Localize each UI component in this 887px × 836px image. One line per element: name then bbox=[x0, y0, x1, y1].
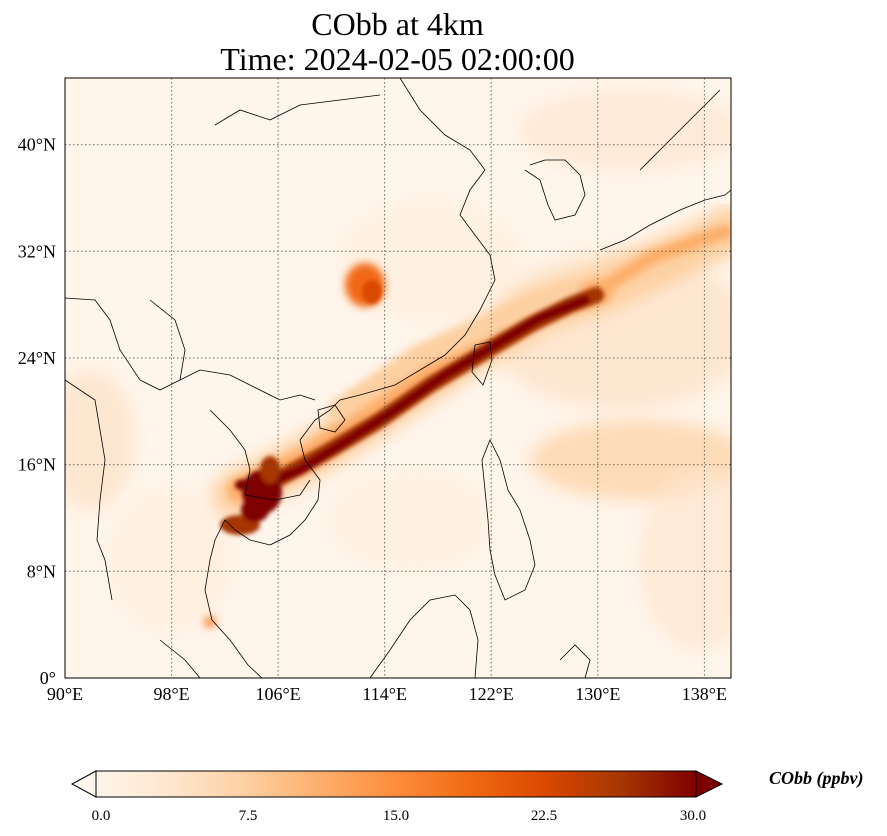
colorbar-tick-label: 7.5 bbox=[239, 808, 258, 824]
lat-tick-label: 40°N bbox=[18, 135, 56, 155]
lat-tick-label: 32°N bbox=[18, 241, 56, 261]
lon-tick-label: 98°E bbox=[153, 684, 189, 704]
colorbar-max-extension bbox=[695, 770, 724, 798]
lon-tick-label: 138°E bbox=[682, 684, 727, 704]
colorbar-tick-label: 30.0 bbox=[680, 808, 706, 824]
colorbar: 0.0 7.5 15.0 22.5 30.0 bbox=[70, 770, 724, 824]
colorbar-label: CObb (ppbv) bbox=[769, 768, 864, 788]
colorbar-tick-label: 22.5 bbox=[531, 808, 557, 824]
lat-tick-label: 16°N bbox=[18, 455, 56, 475]
colorbar-min-extension bbox=[70, 770, 97, 798]
lon-tick-label: 106°E bbox=[255, 684, 300, 704]
concentration-field bbox=[65, 78, 731, 678]
colorbar-gradient bbox=[96, 771, 696, 797]
map-title: CObb at 4km bbox=[311, 6, 484, 42]
latitude-axis: 0° 8°N 16°N 24°N 32°N 40°N bbox=[18, 135, 56, 688]
colorbar-tick-label: 15.0 bbox=[383, 808, 409, 824]
lon-tick-label: 130°E bbox=[575, 684, 620, 704]
map-time-label: Time: 2024-02-05 02:00:00 bbox=[220, 41, 575, 77]
longitude-axis: 90°E 98°E 106°E 114°E 122°E 130°E 138°E bbox=[47, 684, 727, 704]
map-frame bbox=[64, 77, 732, 679]
lon-tick-label: 114°E bbox=[362, 684, 407, 704]
lon-tick-label: 122°E bbox=[469, 684, 514, 704]
lat-tick-label: 0° bbox=[40, 668, 56, 688]
lat-tick-label: 24°N bbox=[18, 348, 56, 368]
colorbar-tick-label: 0.0 bbox=[92, 808, 111, 824]
gridlines bbox=[65, 78, 731, 678]
coastlines bbox=[65, 78, 731, 678]
lat-tick-label: 8°N bbox=[27, 561, 56, 581]
lon-tick-label: 90°E bbox=[47, 684, 83, 704]
